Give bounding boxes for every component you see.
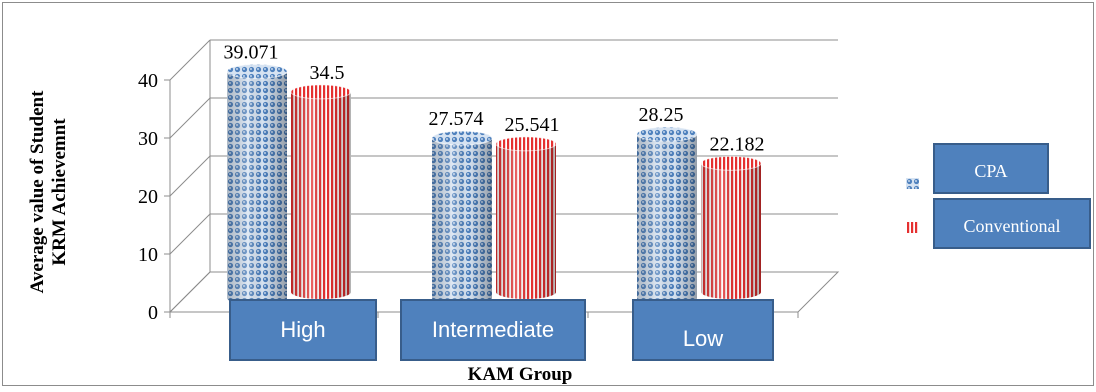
legend: CPA Conventional [906,143,1091,249]
gridline-side-2 [169,155,211,197]
y-axis-title-line-1: Average value of Student [27,90,48,293]
data-label-0-2: 28.25 [639,104,684,126]
category-low: Low [632,299,774,361]
y-tick-label-2: 20 [138,186,158,208]
category-high: High [229,299,377,361]
category-labels: High Intermediate Low [229,299,774,361]
bar-shade-0-0 [227,71,287,305]
category-intermediate: Intermediate [400,299,586,361]
bars [226,63,762,305]
y-tick-label-0: 0 [148,302,158,324]
bar-shade-1-2 [701,163,761,299]
y-tick-label-3: 30 [138,128,158,150]
bar-shade-1-1 [496,143,556,299]
legend-label-conventional: Conventional [964,216,1061,236]
bar-top-0-1 [431,130,493,146]
y-tick-label-1: 10 [138,244,158,266]
data-labels: 39.071 34.5 27.574 25.541 28.25 22.182 [224,41,765,155]
bar-shade-0-2 [637,134,697,305]
category-box-1 [400,299,586,361]
bar-cpa-intermediate [431,130,493,305]
legend-item-conventional: Conventional [906,198,1091,249]
bar-top-0-0 [226,63,288,79]
data-label-1-0: 34.5 [310,62,345,84]
y-axis-title-line-2: KRM Achievemnt [49,118,70,266]
category-label-2: Low [683,326,723,351]
chart-svg: 0 10 20 30 40 39.071 34.5 27.574 25.541 28.25 22.… [27,39,1091,385]
category-label-1: Intermediate [432,317,554,342]
category-box-0 [229,299,377,361]
gridline-side-1 [169,213,211,255]
legend-swatch-cpa [906,178,919,189]
legend-label-cpa: CPA [974,161,1007,181]
gridline-side-3 [169,97,211,139]
category-box-2 [632,299,774,361]
legend-box-conventional [933,198,1091,249]
data-label-1-2: 22.182 [710,133,765,155]
legend-item-cpa: CPA [906,143,1049,194]
x-axis-title: KAM Group [468,364,573,385]
data-label-1-1: 25.541 [505,114,560,136]
category-label-0: High [280,317,325,342]
y-axis-ticks: 0 10 20 30 40 [138,70,158,324]
gridline-side-0 [169,271,211,313]
bar-shade-1-0 [291,91,351,300]
bar-top-1-2 [700,155,762,171]
bar-shade-0-1 [432,138,492,305]
y-tick-label-4: 40 [138,70,158,92]
bar-conventional-low [700,155,762,299]
y-axis-title: Average value of Student KRM Achievemnt [27,90,70,293]
bar-top-1-1 [495,136,557,152]
bar-conventional-high [290,84,352,300]
chart-frame: 0 10 20 30 40 39.071 34.5 27.574 25.541 28.25 22.… [2,2,1094,386]
bar-cpa-low [636,126,698,305]
legend-swatch-conventional [906,222,919,233]
bar-cpa-high [226,63,288,305]
bar-conventional-intermediate [495,136,557,299]
gridline-side-4 [169,39,211,81]
data-label-0-1: 27.574 [429,108,484,130]
bar-top-0-2 [636,126,698,142]
legend-box-cpa [933,143,1049,194]
bar-top-1-0 [290,84,352,100]
data-label-0-0: 39.071 [224,41,279,63]
